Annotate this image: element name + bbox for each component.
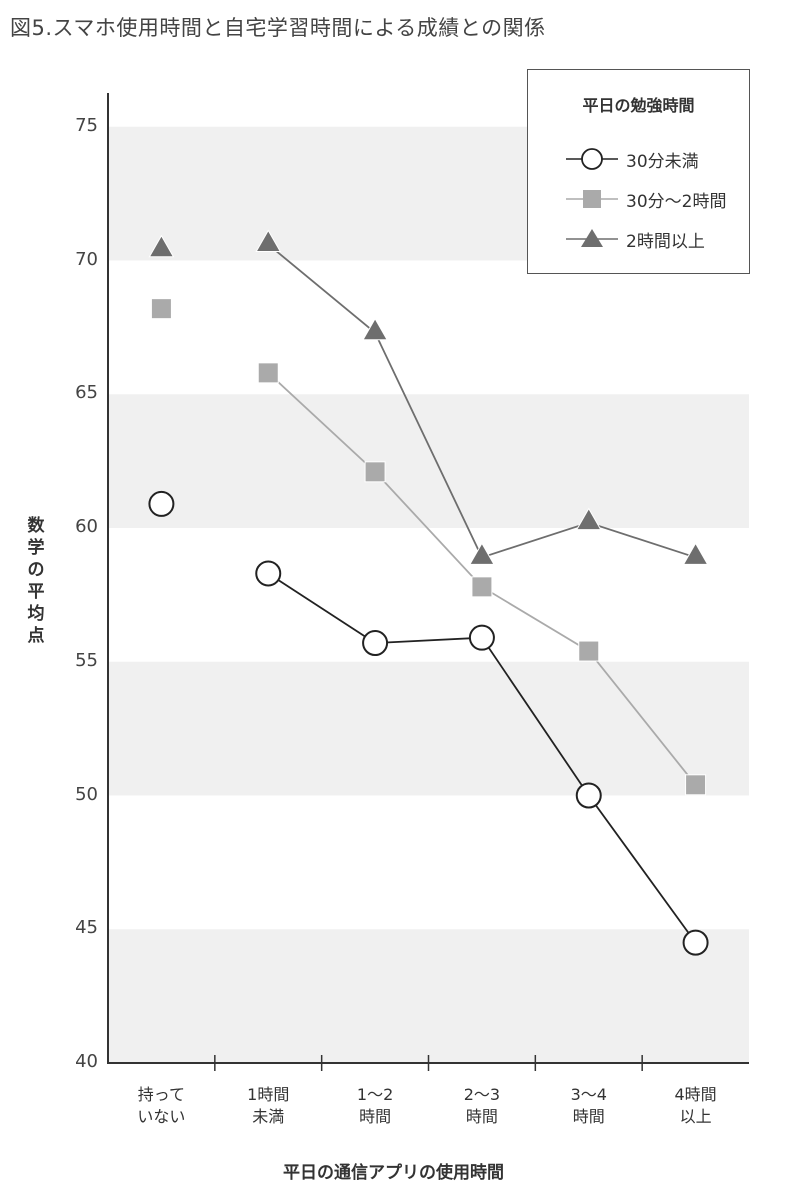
grid-band [108, 394, 749, 528]
x-tick-label: 2～3 時間 [463, 1085, 501, 1126]
legend: 平日の勉強時間 30分未満 30分～2時間 2時間以上 [527, 69, 750, 274]
legend-label: 30分未満 [626, 151, 699, 172]
square-marker-icon [471, 576, 493, 598]
triangle-marker-icon [255, 229, 282, 252]
chart-title: 図5.スマホ使用時間と自宅学習時間による成績との関係 [10, 16, 546, 40]
circle-marker-icon [682, 929, 709, 956]
square-marker-icon [364, 461, 386, 483]
y-tick-label: 65 [75, 382, 98, 404]
triangle-marker-icon [566, 229, 618, 247]
square-marker-icon [566, 190, 618, 208]
y-axis-label: 数学の平均点 [27, 516, 45, 646]
legend-title: 平日の勉強時間 [582, 96, 695, 115]
legend-label: 2時間以上 [626, 231, 705, 252]
square-marker-icon [257, 362, 279, 384]
circle-marker-icon [575, 782, 602, 809]
y-tick-label: 55 [75, 649, 98, 671]
y-tick-label: 50 [75, 783, 98, 805]
x-tick-label: 4時間 以上 [674, 1085, 717, 1126]
legend-item-30min-2h: 30分～2時間 [564, 186, 726, 212]
square-marker-icon [578, 640, 600, 662]
x-tick-label: 3～4 時間 [570, 1085, 607, 1126]
grid-band [108, 929, 749, 1063]
grid-band [108, 661, 749, 796]
x-tick-label: 持って いない [137, 1085, 186, 1126]
triangle-marker-icon [682, 542, 709, 565]
x-axis-label: 平日の通信アプリの使用時間 [283, 1163, 504, 1183]
triangle-marker-icon [575, 507, 602, 531]
circle-marker-icon [468, 624, 495, 651]
y-tick-label: 60 [75, 516, 98, 537]
y-tick-label: 70 [75, 248, 98, 270]
circle-marker-icon [255, 560, 282, 587]
x-tick-label: 1～2 時間 [356, 1085, 394, 1126]
legend-item-over-2h: 2時間以上 [564, 226, 705, 252]
triangle-marker-icon [362, 317, 388, 341]
legend-item-under-30min: 30分未満 [564, 146, 699, 172]
y-tick-label: 45 [75, 917, 98, 939]
square-marker-icon [150, 298, 172, 320]
circle-marker-icon [362, 630, 389, 657]
y-tick-label: 75 [75, 114, 98, 136]
square-marker-icon [685, 774, 707, 796]
circle-marker-icon [566, 148, 618, 170]
triangle-marker-icon [148, 234, 175, 258]
circle-marker-icon [148, 490, 175, 517]
y-tick-label: 40 [75, 1051, 98, 1072]
triangle-marker-icon [469, 542, 495, 565]
legend-label: 30分～2時間 [626, 191, 727, 212]
x-tick-label: 1時間 未満 [247, 1085, 290, 1126]
